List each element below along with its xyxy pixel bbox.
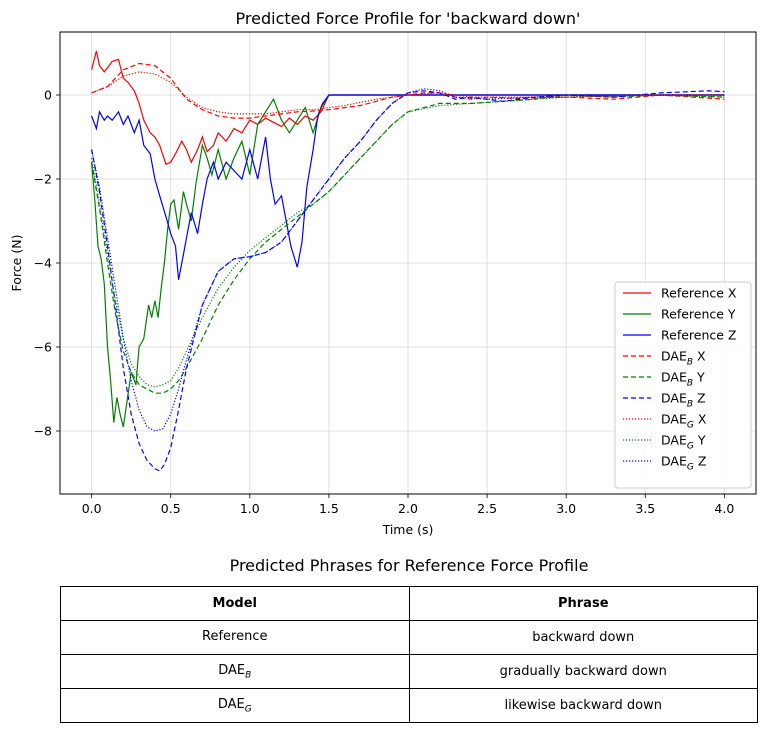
x-tick-label: 2.0	[398, 501, 418, 516]
table-row: Reference backward down	[60, 620, 758, 655]
model-cell: Reference	[60, 620, 410, 655]
x-tick-label: 1.5	[319, 501, 339, 516]
legend-label: Reference Z	[661, 328, 736, 343]
series-lines	[91, 50, 725, 472]
x-axis-label: Time (s)	[382, 522, 434, 537]
series-line-reference-y	[91, 94, 725, 427]
legend-label: DAEB Y	[661, 370, 705, 389]
series-line-dae-b-z	[91, 90, 725, 472]
x-tick-label: 0.5	[161, 501, 181, 516]
model-cell: DAEB	[60, 654, 410, 689]
legend: Reference X Reference Y Reference Z DAEB X D…	[614, 281, 752, 489]
force-profile-chart: Predicted Force Profile for 'backward do…	[9, 9, 757, 537]
x-tick-label: 2.5	[477, 501, 497, 516]
x-tick-label: 4.0	[714, 501, 734, 516]
legend-box	[614, 281, 752, 489]
axis-ticks: 0.0 0.5 1.0 1.5 2.0 2.5 3.0 3.5 4.0 0 −2 −4 −6 −8	[34, 88, 735, 517]
phrase-table: Model Phrase Reference backward down DAE…	[60, 586, 758, 723]
legend-label: Reference Y	[661, 307, 736, 322]
series-line-dae-b-y	[91, 94, 725, 394]
table-row: DAEB gradually backward down	[60, 654, 758, 689]
series-line-dae-g-y	[91, 94, 725, 388]
series-line-dae-b-x	[91, 62, 725, 119]
y-tick-label: −4	[34, 256, 52, 271]
phrase-cell: gradually backward down	[408, 654, 758, 689]
legend-label: DAEG Y	[661, 433, 706, 452]
model-cell: DAEG	[60, 688, 410, 723]
series-line-reference-z	[91, 94, 725, 280]
y-tick-label: −6	[34, 340, 52, 355]
x-tick-label: 0.0	[82, 501, 102, 516]
y-axis-label: Force (N)	[9, 235, 24, 292]
legend-label: Reference X	[661, 286, 737, 301]
legend-label: DAEG Z	[661, 454, 706, 473]
legend-label: DAEB Z	[661, 391, 706, 410]
y-tick-label: 0	[44, 88, 52, 103]
table-title: Predicted Phrases for Reference Force Pr…	[229, 556, 589, 575]
x-tick-label: 1.0	[240, 501, 260, 516]
x-tick-label: 3.0	[556, 501, 576, 516]
phrase-cell: backward down	[408, 620, 758, 655]
legend-label: DAEB X	[661, 349, 706, 368]
y-tick-label: −2	[34, 172, 52, 187]
y-tick-label: −8	[34, 424, 52, 439]
table-row: DAEG likewise backward down	[60, 688, 758, 723]
series-line-dae-g-z	[91, 88, 725, 432]
header-model: Model	[60, 586, 410, 621]
phrase-cell: likewise backward down	[408, 688, 758, 723]
x-tick-label: 3.5	[635, 501, 655, 516]
chart-title: Predicted Force Profile for 'backward do…	[236, 9, 581, 28]
legend-label: DAEG X	[661, 412, 707, 431]
header-phrase: Phrase	[408, 586, 758, 621]
table-header-row: Model Phrase	[60, 586, 758, 621]
